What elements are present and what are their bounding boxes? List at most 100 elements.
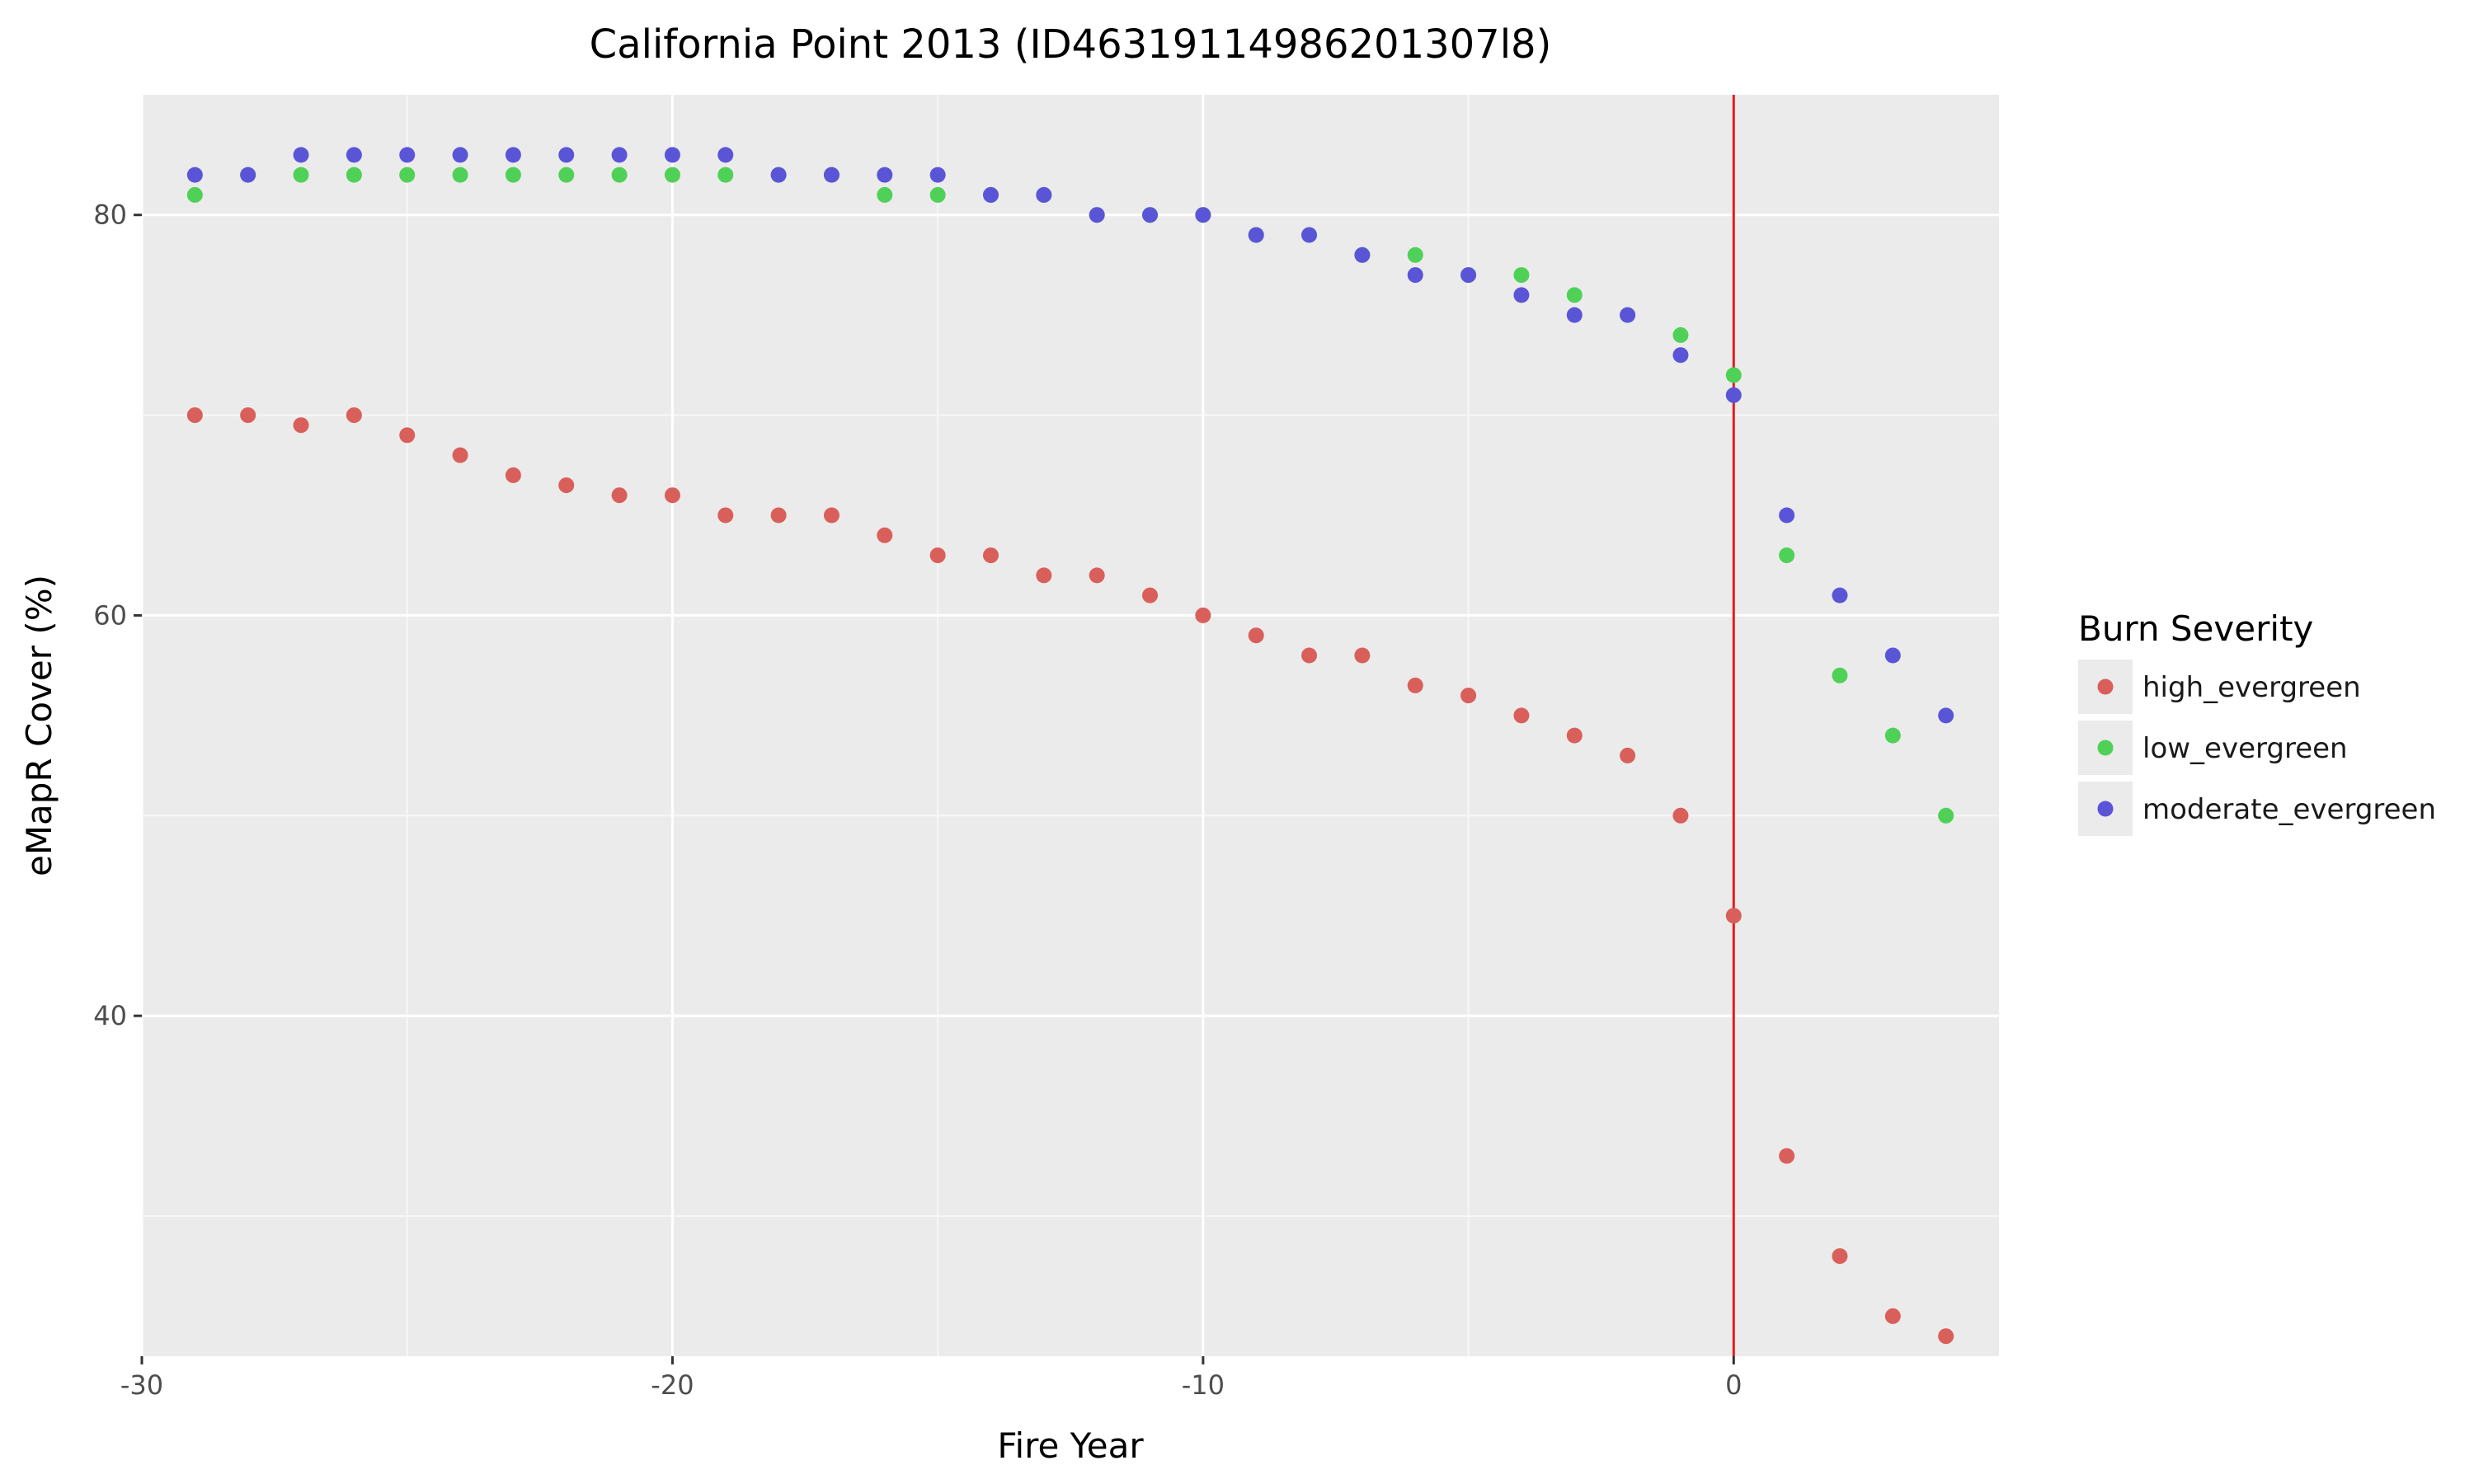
data-point — [1779, 507, 1795, 524]
data-point — [929, 547, 946, 564]
data-point — [1884, 647, 1901, 664]
data-point — [929, 167, 946, 183]
data-point — [1779, 547, 1795, 564]
data-point — [558, 147, 575, 163]
data-point — [1566, 727, 1583, 744]
data-point — [1938, 807, 1954, 824]
data-point — [1248, 627, 1264, 644]
data-point — [1566, 287, 1583, 303]
data-point — [770, 167, 787, 183]
data-point — [823, 167, 840, 183]
x-axis-title: Fire Year — [997, 1425, 1144, 1466]
data-point — [293, 147, 309, 163]
data-point — [1779, 1148, 1795, 1164]
x-tick-label: -10 — [1182, 1369, 1225, 1401]
data-point — [1513, 287, 1530, 303]
data-point — [1460, 688, 1477, 704]
data-point — [1725, 908, 1742, 924]
legend-label: moderate_evergreen — [2142, 793, 2436, 826]
data-point — [346, 167, 362, 183]
data-point — [982, 547, 999, 564]
data-point — [717, 147, 734, 163]
y-tick-label: 60 — [93, 599, 127, 631]
data-point — [1089, 207, 1105, 223]
legend: Burn Severity high_evergreen low_evergree… — [2078, 608, 2436, 836]
data-point — [240, 407, 256, 424]
data-point — [770, 507, 787, 524]
data-point — [1142, 207, 1159, 223]
legend-items: high_evergreen low_evergreen moderate_ever… — [2078, 660, 2436, 836]
data-point — [186, 167, 203, 183]
data-point — [664, 167, 680, 183]
data-point — [1195, 607, 1211, 623]
data-point — [1248, 227, 1264, 243]
minor-gridlines — [142, 95, 1999, 1356]
data-point — [293, 417, 309, 434]
x-tick-label: 0 — [1725, 1369, 1742, 1401]
data-point — [611, 167, 628, 183]
data-point — [1620, 307, 1636, 323]
data-point — [558, 167, 575, 183]
data-point — [186, 186, 203, 203]
legend-label: high_evergreen — [2142, 671, 2361, 704]
plot-panel — [142, 95, 1999, 1356]
data-point — [346, 147, 362, 163]
data-point — [664, 487, 680, 504]
data-point — [1142, 587, 1159, 603]
data-point — [1672, 807, 1689, 824]
data-point — [1407, 247, 1423, 263]
legend-marker — [2097, 679, 2114, 695]
data-point — [1672, 326, 1689, 343]
data-point — [1407, 267, 1423, 284]
data-point — [399, 167, 416, 183]
data-point — [240, 167, 256, 183]
legend-marker — [2097, 740, 2114, 756]
data-point — [452, 447, 468, 463]
data-point — [1354, 247, 1371, 263]
data-point — [505, 147, 521, 163]
y-axis-ticks: 40 60 80 — [93, 200, 142, 1031]
data-point — [1725, 387, 1742, 403]
data-point — [1725, 367, 1742, 383]
data-point — [823, 507, 840, 524]
data-point — [1036, 186, 1052, 203]
series-moderate_evergreen — [186, 147, 1954, 724]
data-point — [399, 147, 416, 163]
data-point — [293, 167, 309, 183]
y-tick-label: 80 — [93, 200, 127, 231]
data-point — [452, 147, 468, 163]
series-high_evergreen — [186, 407, 1954, 1345]
data-point — [399, 427, 416, 444]
legend-item: low_evergreen — [2078, 721, 2348, 775]
chart-title: California Point 2013 (ID463191149862013… — [590, 21, 1552, 68]
data-point — [1938, 707, 1954, 724]
data-point — [1407, 677, 1423, 693]
data-point — [1195, 207, 1211, 223]
data-point — [1566, 307, 1583, 323]
data-point — [877, 527, 893, 543]
data-points — [186, 147, 1954, 1345]
data-point — [877, 167, 893, 183]
data-point — [1089, 567, 1105, 584]
data-point — [877, 186, 893, 203]
data-point — [1620, 747, 1636, 763]
data-point — [505, 167, 521, 183]
data-point — [717, 507, 734, 524]
data-point — [346, 407, 362, 424]
x-tick-label: -30 — [120, 1369, 163, 1401]
data-point — [505, 467, 521, 483]
data-point — [717, 167, 734, 183]
data-point — [1301, 647, 1318, 664]
data-point — [558, 477, 575, 494]
legend-item: high_evergreen — [2078, 660, 2361, 714]
data-point — [1884, 1308, 1901, 1324]
data-point — [1036, 567, 1052, 584]
data-point — [982, 186, 999, 203]
legend-marker — [2097, 801, 2114, 817]
data-point — [611, 487, 628, 504]
data-point — [929, 186, 946, 203]
legend-title: Burn Severity — [2078, 608, 2313, 649]
x-axis-ticks: -30 -20 -10 0 — [120, 1356, 1742, 1401]
data-point — [611, 147, 628, 163]
